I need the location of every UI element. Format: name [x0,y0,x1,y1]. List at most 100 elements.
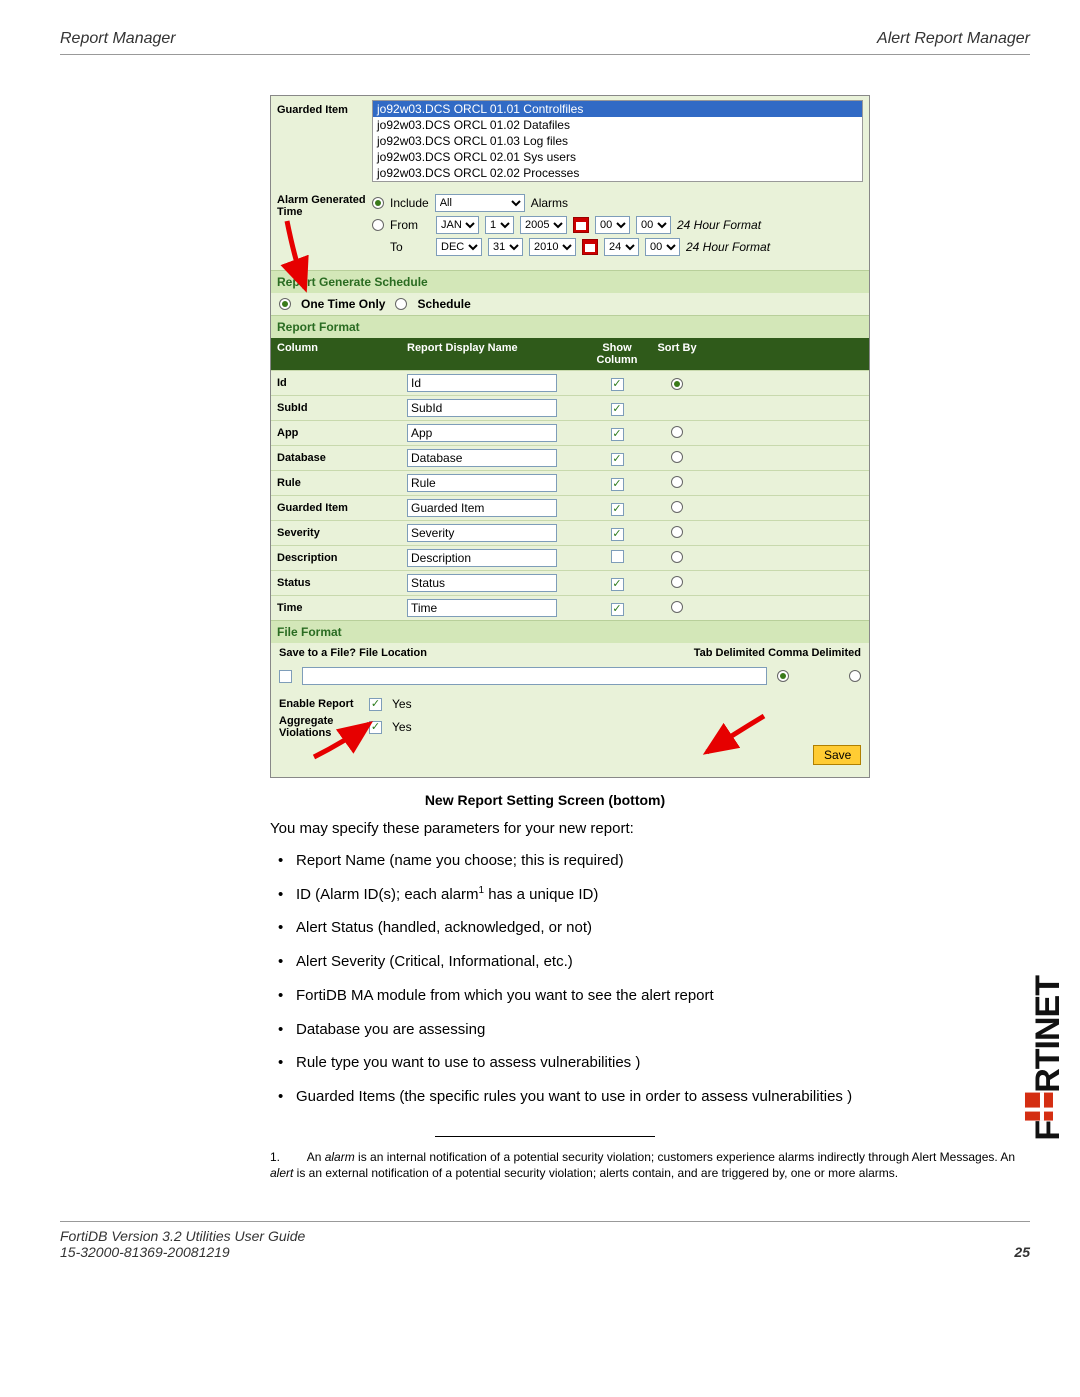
report-format-header: Report Format [271,315,869,338]
guarded-item-label: Guarded Item [277,100,372,116]
show-column-checkbox[interactable] [611,528,624,541]
report-format-row: App [271,420,869,445]
enable-report-text: Yes [392,697,412,711]
rf-col: Database [277,452,407,464]
col-header-show: Show Column [587,342,647,366]
bullet-item: Database you are assessing [270,1019,1030,1041]
from-hh[interactable]: 00 [595,216,630,234]
bullet-item: Rule type you want to use to assess vuln… [270,1052,1030,1074]
fortinet-logo: FRTINET [1023,976,1068,1141]
tab-delim-radio[interactable] [777,670,789,682]
guarded-item-option[interactable]: jo92w03.DCS ORCL 01.03 Log files [373,133,862,149]
sort-by-radio[interactable] [671,426,683,438]
sort-by-radio[interactable] [671,501,683,513]
report-format-row: Time [271,595,869,620]
sort-by-radio[interactable] [671,551,683,563]
sort-by-radio[interactable] [671,526,683,538]
calendar-icon[interactable] [582,239,598,255]
guarded-item-option[interactable]: jo92w03.DCS ORCL 01.01 Controlfiles [373,101,862,117]
to-mm[interactable]: 00 [645,238,680,256]
file-location-input[interactable] [302,667,767,685]
hour-format-1: 24 Hour Format [677,218,761,232]
file-format-header: File Format [271,620,869,643]
from-month[interactable]: JAN [436,216,479,234]
alarms-label: Alarms [531,196,568,210]
guarded-item-option[interactable]: jo92w03.DCS ORCL 01.02 Datafiles [373,117,862,133]
include-select[interactable]: All [435,194,525,212]
display-name-input[interactable] [407,374,557,392]
show-column-checkbox[interactable] [611,503,624,516]
report-format-row: Description [271,545,869,570]
enable-report-checkbox[interactable] [369,698,382,711]
guarded-item-option[interactable]: jo92w03.DCS ORCL 02.01 Sys users [373,149,862,165]
calendar-icon[interactable] [573,217,589,233]
to-hh[interactable]: 24 [604,238,639,256]
footnote-rule [435,1136,655,1137]
rf-col: Status [277,577,407,589]
bullet-item: Report Name (name you choose; this is re… [270,850,1030,872]
col-header-display: Report Display Name [407,342,587,366]
display-name-input[interactable] [407,599,557,617]
sort-by-radio[interactable] [671,451,683,463]
one-time-radio[interactable] [279,298,291,310]
comma-delim-label: Comma Delimited [768,647,861,659]
from-mm[interactable]: 00 [636,216,671,234]
include-radio[interactable] [372,197,384,209]
show-column-checkbox[interactable] [611,603,624,616]
show-column-checkbox[interactable] [611,403,624,416]
display-name-input[interactable] [407,524,557,542]
from-day[interactable]: 1 [485,216,514,234]
to-month[interactable]: DEC [436,238,482,256]
enable-report-label: Enable Report [279,698,369,710]
aggregate-checkbox[interactable] [369,721,382,734]
show-column-checkbox[interactable] [611,453,624,466]
show-column-checkbox[interactable] [611,478,624,491]
sort-by-radio[interactable] [671,476,683,488]
to-day[interactable]: 31 [488,238,523,256]
rf-col: Id [277,377,407,389]
save-to-file-checkbox[interactable] [279,670,292,683]
display-name-input[interactable] [407,499,557,517]
screenshot-panel: Guarded Item jo92w03.DCS ORCL 01.01 Cont… [270,95,870,778]
from-year[interactable]: 2005 [520,216,567,234]
show-column-checkbox[interactable] [611,550,624,563]
schedule-label: Schedule [417,297,470,311]
col-header-sort: Sort By [647,342,707,366]
sort-by-radio[interactable] [671,601,683,613]
display-name-input[interactable] [407,399,557,417]
from-radio[interactable] [372,219,384,231]
rf-col: Severity [277,527,407,539]
one-time-label: One Time Only [301,297,385,311]
comma-delim-radio[interactable] [849,670,861,682]
schedule-radio[interactable] [395,298,407,310]
display-name-input[interactable] [407,574,557,592]
display-name-input[interactable] [407,549,557,567]
include-label: Include [390,196,429,210]
show-column-checkbox[interactable] [611,578,624,591]
sort-by-radio[interactable] [671,576,683,588]
show-column-checkbox[interactable] [611,428,624,441]
report-format-row: SubId [271,395,869,420]
report-format-row: Guarded Item [271,495,869,520]
display-name-input[interactable] [407,424,557,442]
bullet-item: FortiDB MA module from which you want to… [270,985,1030,1007]
rf-col: SubId [277,402,407,414]
show-column-checkbox[interactable] [611,378,624,391]
header-right: Alert Report Manager [877,30,1030,48]
guarded-item-option[interactable]: jo92w03.DCS ORCL 02.02 Processes [373,165,862,181]
body-intro: You may specify these parameters for you… [270,818,1030,840]
bullet-item: ID (Alarm ID(s); each alarm1 has a uniqu… [270,884,1030,906]
display-name-input[interactable] [407,474,557,492]
report-format-row: Status [271,570,869,595]
to-year[interactable]: 2010 [529,238,576,256]
rf-col: Guarded Item [277,502,407,514]
alarm-time-label: Alarm Generated Time [277,194,372,260]
bullet-item: Alert Status (handled, acknowledged, or … [270,917,1030,939]
sort-by-radio[interactable] [671,378,683,390]
save-button[interactable]: Save [813,745,861,765]
display-name-input[interactable] [407,449,557,467]
report-format-row: Severity [271,520,869,545]
aggregate-label: Aggregate Violations [279,715,369,739]
guarded-item-listbox[interactable]: jo92w03.DCS ORCL 01.01 Controlfilesjo92w… [372,100,863,182]
footer-line2: 15-32000-81369-20081219 [60,1244,305,1260]
